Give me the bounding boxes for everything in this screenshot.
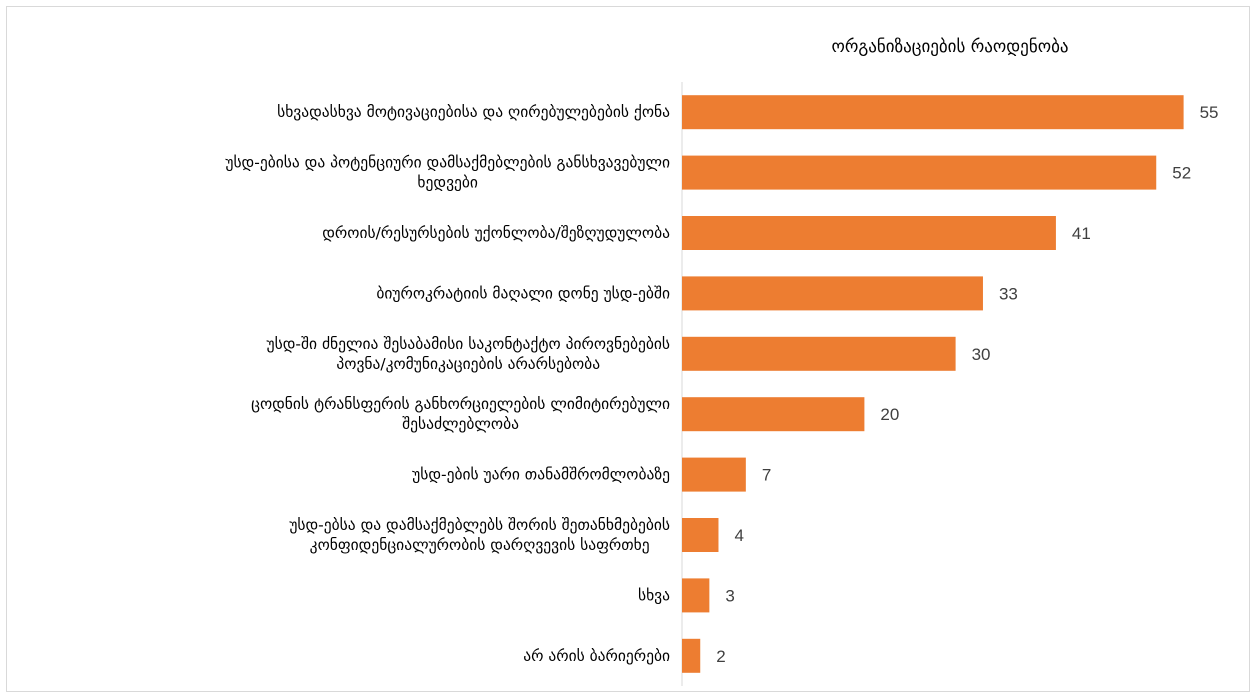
bar [682,155,1157,190]
bar [682,638,701,673]
category-label: სხვადასხვა მოტივაციებისა და ღირებულებები… [277,103,670,121]
data-label: 7 [762,466,771,485]
data-label: 30 [972,345,991,364]
data-label: 4 [734,526,743,545]
data-label: 2 [716,647,725,666]
bar [682,518,719,552]
data-label: 20 [880,405,899,424]
category-label: სხვა [638,586,670,604]
category-label: უსდ-ში ძნელია შესაბამისი საკონტაქტო პირო… [267,335,671,373]
bar [682,578,710,613]
category-label: უსდ-ებისა და პოტენციური დამსაქმებლების გ… [225,154,670,192]
category-label: უსდ-ებსა და დამსაქმებლებს შორის შეთანხმე… [289,516,670,554]
category-label: დროის/რესურსების უქონლობა/შეზღუდულობა [322,224,670,242]
data-label: 41 [1072,224,1091,243]
chart-legend: ორგანიზაციების რაოდენობა [760,32,1140,62]
category-label: ბიუროკრატიის მაღალი დონე უსდ-ებში [376,284,670,302]
bar [682,336,956,371]
category-label: ცოდნის ტრანსფერის განხორციელების ლიმიტირ… [251,395,670,433]
category-label: არ არის ბარიერები [523,647,670,665]
category-label: უსდ-ების უარი თანამშრომლობაზე [412,466,670,484]
bar [682,276,983,311]
bar [682,216,1056,250]
bar [682,95,1184,130]
bar [682,397,865,432]
legend-label: ორგანიზაციების რაოდენობა [831,37,1069,57]
data-label: 3 [725,586,734,605]
data-label: 33 [999,284,1018,303]
data-label: 55 [1200,103,1219,122]
data-label: 52 [1172,164,1191,183]
bar [682,457,746,492]
